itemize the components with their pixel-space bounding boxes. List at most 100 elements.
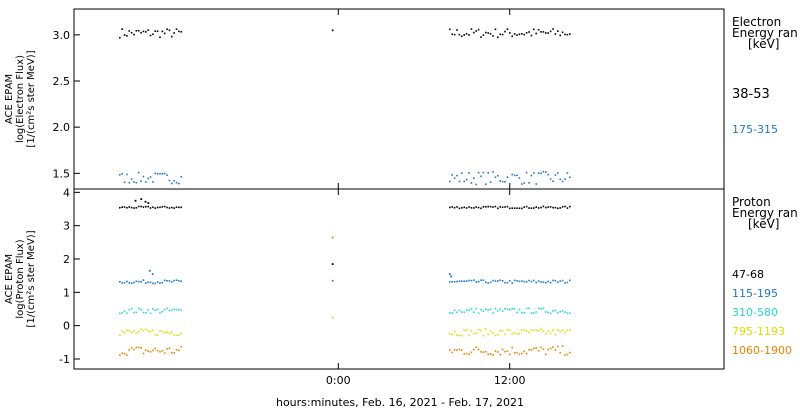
- data-point: [528, 348, 530, 351]
- data-point: [156, 172, 159, 175]
- data-point: [180, 206, 183, 209]
- data-point: [142, 175, 145, 178]
- data-point: [133, 33, 135, 36]
- data-point: [166, 280, 168, 282]
- data-point: [552, 346, 554, 348]
- data-point: [473, 311, 475, 313]
- data-point: [161, 30, 164, 33]
- data-point: [533, 207, 535, 209]
- data-point: [549, 281, 552, 284]
- data-point: [121, 282, 123, 284]
- data-point: [494, 205, 497, 208]
- data-point: [142, 206, 145, 208]
- data-point: [554, 33, 557, 35]
- data-point: [545, 311, 547, 313]
- data-point: [542, 170, 545, 173]
- data-point: [154, 333, 157, 336]
- data-point: [463, 280, 466, 283]
- data-point: [145, 312, 147, 314]
- data-point: [173, 180, 175, 182]
- data-point: [523, 182, 526, 184]
- data-point: [458, 348, 461, 351]
- data-point: [453, 206, 456, 209]
- data-point: [525, 205, 528, 208]
- data-point: [170, 331, 173, 334]
- data-point: [145, 31, 147, 33]
- data-point: [485, 205, 487, 208]
- data-point: [168, 207, 171, 209]
- data-point: [518, 207, 521, 210]
- data-point: [147, 177, 149, 180]
- data-point: [173, 308, 175, 311]
- data-point: [549, 30, 552, 33]
- data-point: [528, 331, 530, 334]
- data-point: [156, 334, 159, 337]
- data-point: [175, 206, 178, 208]
- data-point: [564, 205, 566, 208]
- data-point: [173, 32, 175, 34]
- data-point: [451, 280, 454, 283]
- data-point: [473, 177, 475, 179]
- data-point: [480, 36, 482, 38]
- data-point: [458, 309, 461, 312]
- data-point: [557, 329, 559, 331]
- data-point: [465, 32, 468, 35]
- data-point: [473, 348, 475, 351]
- data-point: [533, 28, 535, 31]
- data-point: [566, 353, 569, 356]
- data-point: [134, 199, 137, 202]
- legend-title: Energy ran: [732, 206, 798, 220]
- data-point: [168, 332, 171, 334]
- legend-title: Proton: [732, 195, 771, 209]
- data-point: [513, 308, 516, 310]
- data-point: [516, 34, 518, 36]
- data-point: [569, 205, 571, 208]
- data-point: [497, 333, 499, 336]
- data-point: [554, 309, 557, 312]
- data-point: [564, 33, 566, 36]
- data-point: [509, 353, 511, 356]
- data-point: [477, 328, 480, 331]
- data-point: [178, 334, 180, 337]
- data-point: [461, 334, 463, 337]
- data-point: [487, 205, 490, 208]
- data-point: [331, 263, 334, 265]
- data-point: [540, 281, 542, 283]
- data-point: [130, 347, 133, 349]
- data-point: [511, 207, 514, 209]
- data-point: [561, 329, 564, 332]
- data-point: [156, 308, 159, 311]
- data-point: [521, 33, 523, 35]
- data-point: [126, 329, 128, 332]
- data-point: [533, 172, 535, 174]
- data-point: [535, 347, 538, 349]
- data-point: [463, 329, 466, 331]
- data-point: [453, 309, 456, 311]
- data-point: [542, 330, 545, 332]
- legend-entry: 38-53: [732, 87, 770, 102]
- data-point: [128, 181, 131, 184]
- data-point: [506, 176, 509, 178]
- data-point: [135, 181, 138, 184]
- data-point: [163, 172, 166, 175]
- data-point: [128, 349, 131, 351]
- data-point: [475, 346, 478, 349]
- data-point: [521, 280, 523, 282]
- data-point: [151, 273, 154, 275]
- data-point: [530, 280, 533, 283]
- data-point: [147, 350, 149, 352]
- data-point: [535, 281, 538, 284]
- data-point: [497, 309, 499, 312]
- data-point: [123, 206, 126, 208]
- data-point: [504, 30, 506, 33]
- data-point: [178, 308, 180, 311]
- data-point: [480, 175, 482, 178]
- data-point: [511, 35, 514, 37]
- data-point: [453, 330, 456, 333]
- data-point: [449, 312, 451, 314]
- plot-frame: [73, 188, 725, 370]
- data-point: [511, 307, 514, 310]
- data-point: [180, 332, 183, 335]
- data-point: [523, 33, 526, 36]
- data-point: [487, 309, 490, 311]
